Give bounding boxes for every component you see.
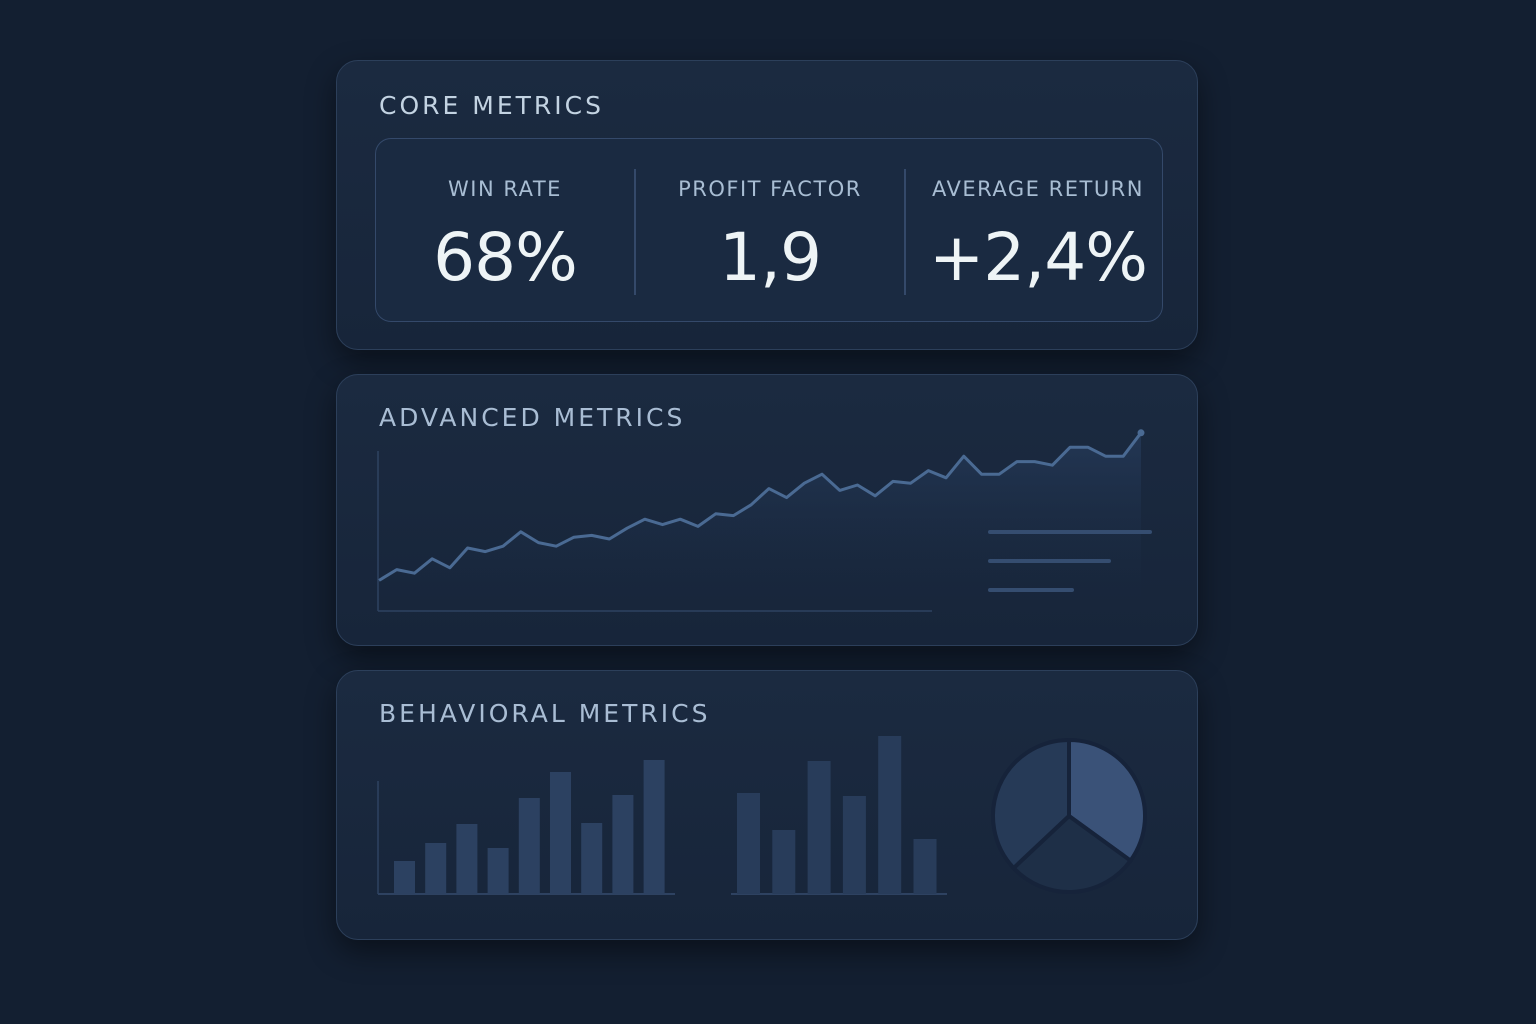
card-title: ADVANCED METRICS	[379, 403, 686, 432]
core-metrics-card: CORE METRICS WIN RATE 68% PROFIT FACTOR …	[336, 60, 1198, 350]
metric-label: AVERAGE RETURN	[932, 177, 1144, 201]
divider	[634, 169, 636, 295]
line-chart	[377, 429, 1152, 612]
metric-profit-factor: PROFIT FACTOR 1,9	[636, 139, 904, 321]
metric-value: 68%	[433, 219, 578, 296]
area-fill	[379, 432, 1141, 611]
bar	[487, 848, 509, 894]
end-point	[1137, 429, 1145, 437]
bar	[456, 824, 478, 894]
series-line	[378, 431, 1143, 582]
pie-slice	[1067, 737, 1147, 864]
bar	[550, 772, 571, 894]
metric-value: +2,4%	[929, 219, 1148, 296]
bar	[737, 793, 760, 894]
bar-and-pie-charts	[377, 736, 1147, 895]
bar	[612, 795, 634, 894]
bar	[913, 839, 937, 894]
bar	[581, 823, 603, 894]
bar	[878, 736, 902, 894]
bar	[643, 760, 665, 894]
bar	[772, 830, 796, 894]
divider	[904, 169, 906, 295]
pie-slice	[991, 737, 1071, 871]
bar	[425, 843, 447, 894]
card-title: BEHAVIORAL METRICS	[379, 699, 711, 728]
pie-slice	[1010, 813, 1134, 894]
metric-value: 1,9	[719, 219, 822, 296]
metrics-panel: WIN RATE 68% PROFIT FACTOR 1,9 AVERAGE R…	[375, 138, 1163, 322]
bar	[518, 798, 540, 894]
advanced-metrics-card: ADVANCED METRICS	[336, 374, 1198, 646]
metric-average-return: AVERAGE RETURN +2,4%	[906, 139, 1170, 321]
bar	[394, 861, 415, 894]
card-title: CORE METRICS	[379, 91, 604, 120]
metric-label: WIN RATE	[448, 177, 562, 201]
metric-label: PROFIT FACTOR	[678, 177, 862, 201]
bar	[842, 796, 866, 894]
metric-win-rate: WIN RATE 68%	[376, 139, 634, 321]
bar	[807, 761, 831, 894]
behavioral-metrics-card: BEHAVIORAL METRICS	[336, 670, 1198, 940]
